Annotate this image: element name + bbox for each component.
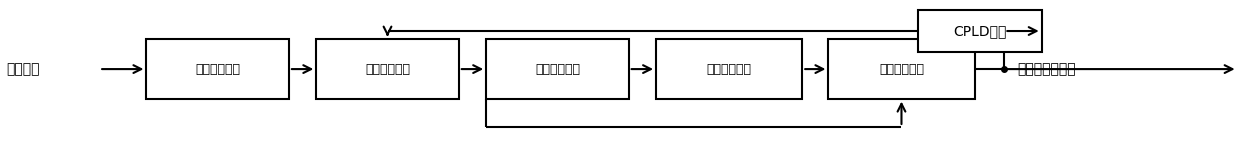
Text: 比较整形模块: 比较整形模块: [879, 63, 924, 76]
Text: 整形后键相脉冲: 整形后键相脉冲: [1017, 62, 1075, 76]
Text: 高通滤波模块: 高通滤波模块: [195, 63, 241, 76]
Bar: [828, 39, 975, 99]
Text: 键相脉冲: 键相脉冲: [6, 62, 40, 76]
Text: 幅值衰减模块: 幅值衰减模块: [365, 63, 410, 76]
Text: CPLD模块: CPLD模块: [952, 24, 1007, 38]
Bar: [316, 39, 459, 99]
Bar: [918, 10, 1042, 52]
Text: 低通滤波模块: 低通滤波模块: [534, 63, 580, 76]
Bar: [146, 39, 289, 99]
Bar: [656, 39, 802, 99]
Bar: [486, 39, 629, 99]
Text: 峰谷检波模块: 峰谷检波模块: [707, 63, 751, 76]
